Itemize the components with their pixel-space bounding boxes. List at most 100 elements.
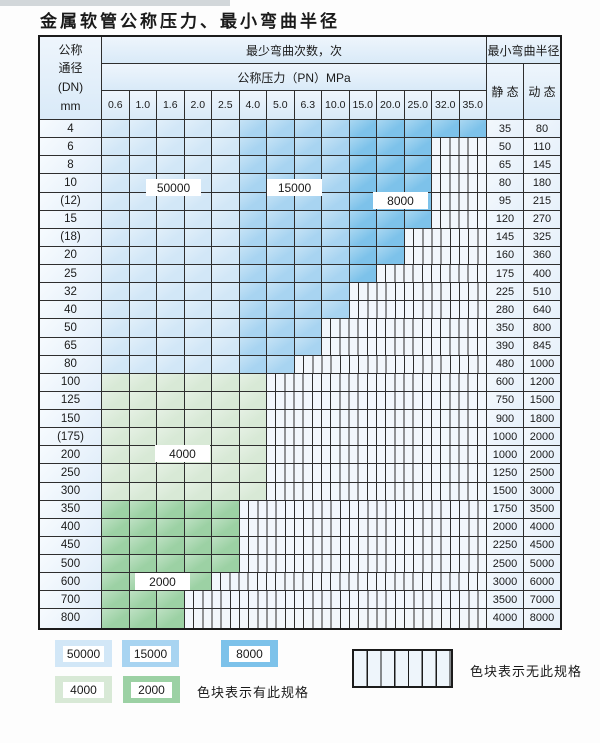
spec-cell <box>184 246 212 265</box>
spec-cell <box>322 210 350 229</box>
dynamic-radius-cell: 3500 <box>524 500 560 519</box>
spec-cell <box>129 373 157 392</box>
static-radius-cell: 2500 <box>487 555 524 574</box>
spec-cell <box>184 228 212 247</box>
spec-cell <box>129 609 157 628</box>
spec-cell <box>129 319 157 338</box>
dynamic-radius-cell: 4500 <box>524 536 560 555</box>
spec-cell <box>212 355 240 374</box>
spec-cell <box>349 174 377 193</box>
spec-cell <box>239 192 267 211</box>
spec-cell <box>184 120 212 139</box>
header-pressure-tick: 25.0 <box>404 91 432 120</box>
spec-cell <box>157 428 185 447</box>
spec-cell <box>377 174 405 193</box>
scan-artifact-strip <box>0 0 230 6</box>
spec-cell <box>267 156 295 175</box>
spec-cell <box>157 500 185 519</box>
spec-cell <box>129 210 157 229</box>
spec-cell <box>239 428 267 447</box>
dn-cell: 80 <box>40 355 102 374</box>
spec-cell <box>377 156 405 175</box>
spec-cell <box>377 138 405 157</box>
spec-cell <box>184 500 212 519</box>
spec-cell <box>239 283 267 302</box>
dn-cell: 40 <box>40 301 102 320</box>
spec-cell <box>157 301 185 320</box>
header-pressure-tick: 35.0 <box>459 91 487 120</box>
spec-cell <box>129 446 157 465</box>
no-spec-cell <box>267 391 487 410</box>
spec-cell <box>267 337 295 356</box>
spec-cell <box>212 337 240 356</box>
spec-cell <box>157 373 185 392</box>
spec-cell <box>349 228 377 247</box>
spec-cell <box>322 192 350 211</box>
spec-cell <box>349 156 377 175</box>
spec-cell <box>129 138 157 157</box>
header-pressure-tick: 1.0 <box>129 91 157 120</box>
spec-cell <box>129 156 157 175</box>
spec-cell <box>294 192 322 211</box>
spec-cell <box>184 265 212 284</box>
dynamic-radius-cell: 145 <box>524 156 560 175</box>
spec-cell <box>102 500 130 519</box>
spec-cell <box>129 283 157 302</box>
spec-cell <box>129 192 157 211</box>
spec-cell <box>267 210 295 229</box>
spec-cell <box>212 446 240 465</box>
no-spec-cell <box>404 228 487 247</box>
spec-cell <box>267 355 295 374</box>
table-body: 4 35 80 6 50 110 8 65 145 10 80 180 (12) 95 215 15 120 27… <box>40 120 560 628</box>
dynamic-radius-cell: 80 <box>524 120 560 139</box>
spec-cell <box>212 428 240 447</box>
spec-cell <box>157 319 185 338</box>
spec-cell <box>129 228 157 247</box>
spec-cell <box>129 500 157 519</box>
dynamic-radius-cell: 2000 <box>524 428 560 447</box>
static-radius-cell: 1500 <box>487 482 524 501</box>
page-title: 金属软管公称压力、最小弯曲半径 <box>40 12 340 32</box>
dynamic-radius-cell: 8000 <box>524 609 560 628</box>
no-spec-cell <box>267 410 487 429</box>
static-radius-cell: 350 <box>487 319 524 338</box>
spec-cell <box>212 265 240 284</box>
spec-cell <box>129 337 157 356</box>
spec-cell <box>102 609 130 628</box>
spec-cell <box>102 246 130 265</box>
static-radius-cell: 1250 <box>487 464 524 483</box>
dynamic-radius-cell: 845 <box>524 337 560 356</box>
no-spec-cell <box>432 192 487 211</box>
spec-cell <box>239 120 267 139</box>
table-header: 公称 通径 (DN) mm 最少弯曲次数，次 最小弯曲半径 公称压力（PN）MP… <box>40 37 560 120</box>
spec-cell <box>239 464 267 483</box>
spec-cell <box>129 428 157 447</box>
spec-cell <box>184 410 212 429</box>
spec-cell <box>239 355 267 374</box>
dn-cell: 700 <box>40 591 102 610</box>
spec-cell <box>157 609 185 628</box>
spec-cell <box>432 120 460 139</box>
spec-cell <box>102 391 130 410</box>
header-min-radius: 最小弯曲半径 <box>487 37 560 64</box>
spec-cell <box>129 518 157 537</box>
no-spec-cell <box>294 355 487 374</box>
spec-cell <box>349 210 377 229</box>
spec-cell <box>102 174 130 193</box>
static-radius-cell: 1000 <box>487 446 524 465</box>
legend-no-spec-swatch <box>352 649 453 688</box>
spec-cell <box>129 591 157 610</box>
spec-cell <box>404 156 432 175</box>
header-pressure-tick: 4.0 <box>239 91 267 120</box>
dn-cell: 125 <box>40 391 102 410</box>
spec-cell <box>239 446 267 465</box>
cycle-count-label: 50000 <box>146 179 201 196</box>
static-radius-cell: 80 <box>487 174 524 193</box>
static-radius-cell: 95 <box>487 192 524 211</box>
spec-cell <box>129 355 157 374</box>
dynamic-radius-cell: 640 <box>524 301 560 320</box>
static-radius-cell: 900 <box>487 410 524 429</box>
spec-cell <box>102 210 130 229</box>
header-pressure-tick: 15.0 <box>349 91 377 120</box>
dn-cell: 50 <box>40 319 102 338</box>
